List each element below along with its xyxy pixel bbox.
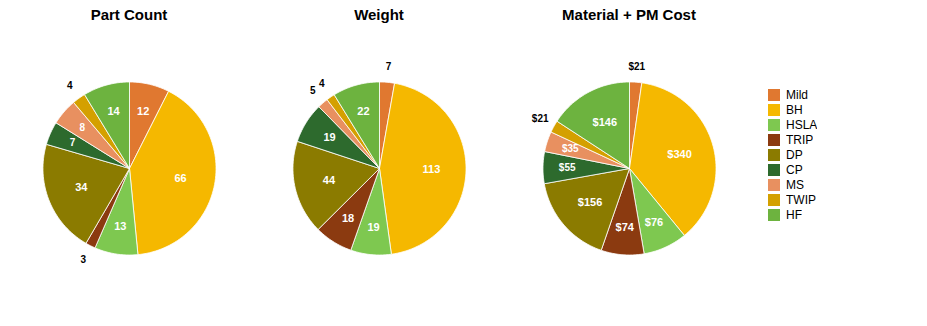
svg-text:$21: $21 [532, 113, 549, 124]
svg-text:113: 113 [423, 163, 441, 175]
svg-text:44: 44 [323, 174, 336, 186]
svg-text:22: 22 [357, 105, 369, 117]
svg-text:18: 18 [342, 212, 354, 224]
svg-text:19: 19 [323, 131, 335, 143]
svg-text:34: 34 [75, 181, 88, 193]
html-text:TWIP: TWIP [786, 193, 816, 207]
svg-text:$340: $340 [667, 148, 691, 160]
svg-text:3: 3 [81, 254, 87, 265]
svg-text:4: 4 [319, 78, 325, 89]
html-text:MS: MS [786, 178, 804, 192]
svg-text:66: 66 [174, 172, 186, 184]
svg-text:$156: $156 [578, 196, 602, 208]
svg-text:19: 19 [367, 221, 379, 233]
svg-text:12: 12 [137, 105, 149, 117]
svg-text:4: 4 [67, 80, 73, 91]
svg-text:$55: $55 [559, 162, 576, 173]
html-text:DP: DP [786, 148, 803, 162]
svg-text:7: 7 [386, 61, 392, 72]
svg-text:$76: $76 [645, 216, 663, 228]
svg-text:7: 7 [70, 137, 76, 148]
html-text:Mild: Mild [786, 88, 808, 102]
html-text:BH: BH [786, 103, 803, 117]
svg-text:$21: $21 [628, 61, 645, 72]
svg-text:8: 8 [80, 122, 86, 133]
html-text:TRIP: TRIP [786, 133, 814, 147]
svg-text:5: 5 [310, 85, 316, 96]
svg-text:13: 13 [114, 220, 126, 232]
html-text:Weight: Weight [354, 6, 404, 23]
html-text:Material + PM Cost: Material + PM Cost [562, 6, 696, 23]
svg-text:$35: $35 [562, 143, 579, 154]
html-text:HSLA: HSLA [786, 118, 818, 132]
svg-text:$74: $74 [616, 221, 635, 233]
svg-text:$146: $146 [593, 116, 617, 128]
html-text:HF: HF [786, 208, 802, 222]
html-text:Part Count: Part Count [90, 6, 168, 23]
svg-text:14: 14 [107, 105, 120, 117]
html-text:CP: CP [786, 163, 803, 177]
